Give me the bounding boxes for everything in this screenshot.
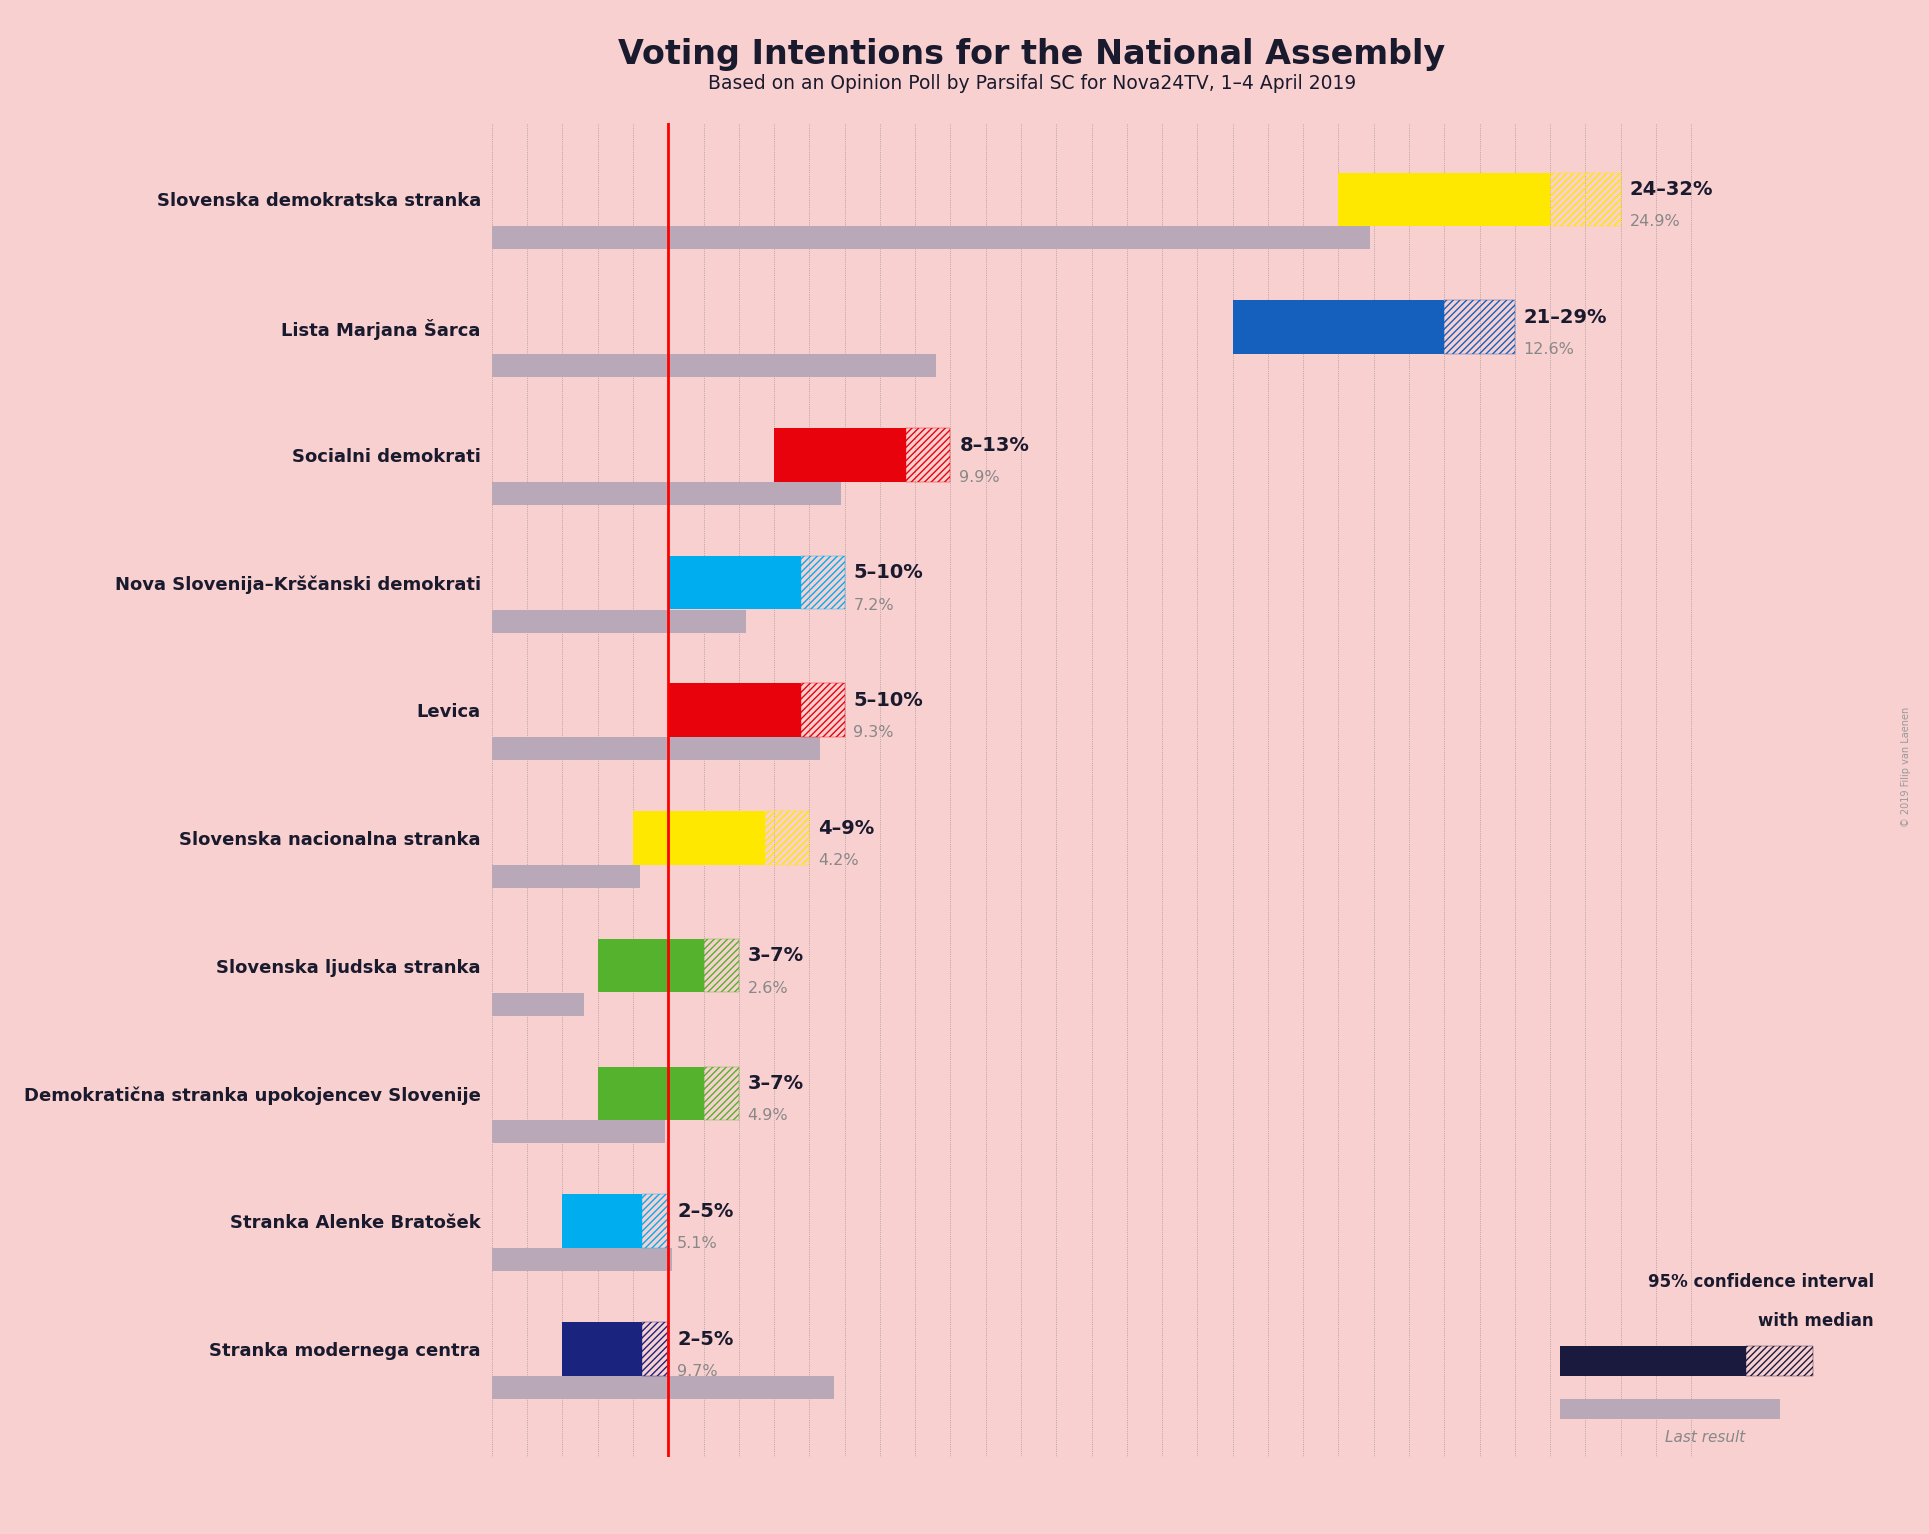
Bar: [492, 865, 640, 888]
Text: with median: with median: [1759, 1312, 1875, 1330]
Bar: [801, 683, 845, 736]
Text: 4.9%: 4.9%: [748, 1109, 789, 1123]
Bar: [1445, 301, 1514, 354]
Bar: [667, 939, 704, 992]
Bar: [907, 428, 951, 482]
Text: 5–10%: 5–10%: [853, 563, 924, 583]
Bar: [492, 609, 747, 632]
Bar: [1233, 301, 1373, 354]
Text: 2–5%: 2–5%: [677, 1201, 733, 1221]
Bar: [492, 227, 1370, 250]
Text: 95% confidence interval: 95% confidence interval: [1647, 1273, 1875, 1292]
Bar: [598, 1066, 667, 1120]
Bar: [633, 811, 721, 865]
Bar: [492, 482, 841, 505]
Text: 9.3%: 9.3%: [853, 726, 893, 741]
Bar: [667, 1066, 704, 1120]
Bar: [774, 428, 862, 482]
Text: 24–32%: 24–32%: [1630, 179, 1713, 199]
Bar: [1373, 301, 1445, 354]
Text: 5–10%: 5–10%: [853, 690, 924, 710]
Text: Last result: Last result: [1665, 1430, 1746, 1445]
Bar: [1678, 1347, 1746, 1376]
Text: 3–7%: 3–7%: [748, 1074, 804, 1094]
Text: 12.6%: 12.6%: [1524, 342, 1574, 357]
Bar: [1561, 1399, 1779, 1419]
Text: 2.6%: 2.6%: [748, 980, 789, 996]
Text: 7.2%: 7.2%: [853, 598, 893, 612]
Bar: [642, 1322, 667, 1376]
Bar: [1551, 172, 1620, 225]
Text: 3–7%: 3–7%: [748, 946, 804, 965]
Bar: [615, 1322, 642, 1376]
Bar: [492, 354, 936, 377]
Bar: [1561, 1347, 1678, 1376]
Text: Based on an Opinion Poll by Parsifal SC for Nova24TV, 1–4 April 2019: Based on an Opinion Poll by Parsifal SC …: [708, 74, 1356, 92]
Bar: [756, 555, 801, 609]
Bar: [598, 939, 667, 992]
Text: 4–9%: 4–9%: [818, 819, 874, 838]
Bar: [492, 1120, 666, 1143]
Text: © 2019 Filip van Laenen: © 2019 Filip van Laenen: [1900, 707, 1912, 827]
Text: 8–13%: 8–13%: [959, 436, 1030, 454]
Bar: [615, 1193, 642, 1247]
Bar: [492, 992, 584, 1016]
Bar: [642, 1193, 667, 1247]
Text: 9.9%: 9.9%: [959, 469, 999, 485]
Text: 9.7%: 9.7%: [677, 1364, 718, 1379]
Text: 2–5%: 2–5%: [677, 1330, 733, 1348]
Bar: [1339, 172, 1480, 225]
Bar: [721, 811, 766, 865]
Bar: [667, 555, 756, 609]
Bar: [766, 811, 810, 865]
Bar: [1480, 172, 1551, 225]
Bar: [563, 1193, 615, 1247]
Text: 24.9%: 24.9%: [1630, 215, 1680, 230]
Text: 5.1%: 5.1%: [677, 1236, 718, 1252]
Bar: [492, 1249, 671, 1272]
Text: 4.2%: 4.2%: [818, 853, 858, 868]
Text: Voting Intentions for the National Assembly: Voting Intentions for the National Assem…: [619, 38, 1445, 72]
Bar: [756, 683, 801, 736]
Bar: [704, 939, 739, 992]
Bar: [801, 555, 845, 609]
Text: 21–29%: 21–29%: [1524, 308, 1607, 327]
Bar: [492, 1376, 833, 1399]
Bar: [492, 738, 820, 761]
Bar: [1746, 1347, 1813, 1376]
Bar: [667, 683, 756, 736]
Bar: [862, 428, 907, 482]
Bar: [704, 1066, 739, 1120]
Bar: [563, 1322, 615, 1376]
